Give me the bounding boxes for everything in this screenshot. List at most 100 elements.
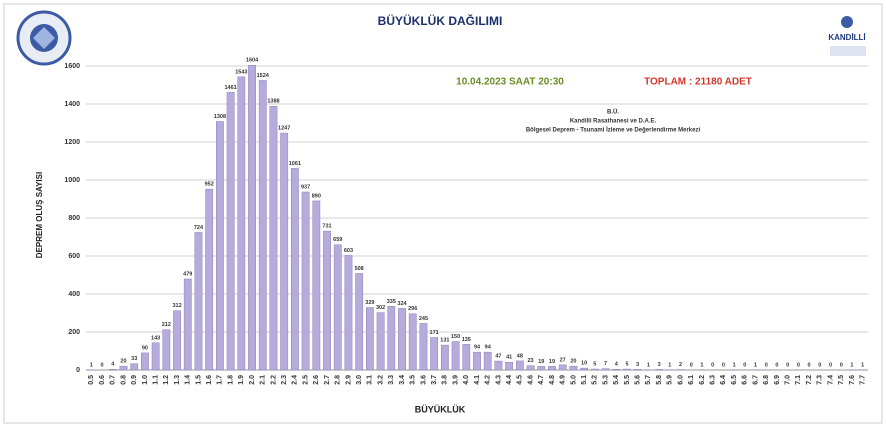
bar (226, 92, 235, 371)
data-label: 1 (861, 362, 864, 368)
data-label: 1524 (257, 73, 270, 79)
x-tick-label: 2.0 (249, 375, 256, 385)
x-tick-label: 4.0 (463, 375, 470, 385)
x-tick-label: 4.8 (549, 375, 556, 385)
bar (194, 232, 203, 371)
bar (290, 168, 299, 371)
bar (515, 360, 524, 371)
data-label: 245 (419, 316, 428, 322)
bar (376, 312, 385, 371)
x-tick-label: 1.4 (185, 375, 192, 385)
x-tick-label: 7.1 (795, 375, 802, 385)
x-tick-label: 5.7 (645, 375, 652, 385)
x-tick-label: 6.8 (763, 375, 770, 385)
data-label: 1 (733, 362, 736, 368)
x-tick-label: 1.0 (142, 375, 149, 385)
bar (151, 342, 160, 371)
x-tick-label: 3.3 (388, 375, 395, 385)
x-tick-label: 3.2 (377, 375, 384, 385)
bar (623, 368, 631, 371)
x-tick-label: 5.0 (570, 375, 577, 385)
data-label: 324 (397, 301, 407, 307)
data-label: 0 (743, 362, 746, 368)
bar (237, 76, 246, 371)
data-label: 1604 (246, 58, 259, 64)
bar (633, 369, 642, 371)
data-label: 937 (301, 184, 310, 190)
x-tick-label: 0.5 (88, 375, 95, 385)
bar (440, 344, 449, 371)
data-label: 212 (162, 322, 171, 328)
data-label: 1 (90, 362, 93, 368)
total-text: TOPLAM : 21180 ADET (644, 77, 752, 88)
x-tick-label: 1.6 (206, 375, 213, 385)
data-label: 890 (312, 193, 321, 199)
data-label: 0 (818, 362, 821, 368)
data-label: 19 (538, 359, 544, 365)
data-label: 0 (829, 362, 832, 368)
x-tick-label: 5.1 (581, 375, 588, 385)
data-label: 1247 (278, 126, 290, 132)
x-tick-label: 7.7 (859, 375, 866, 385)
bar (548, 366, 556, 371)
x-tick-label: 2.3 (281, 375, 288, 385)
bar (655, 369, 664, 371)
data-label: 135 (462, 337, 471, 343)
source-line: Kandilli Rasathanesi ve D.A.E. (570, 119, 657, 125)
x-tick-label: 6.4 (720, 375, 727, 385)
x-tick-label: 4.7 (538, 375, 545, 385)
x-tick-label: 6.3 (710, 375, 717, 385)
bar (333, 244, 342, 371)
data-label: 41 (506, 355, 512, 361)
bar (355, 273, 364, 371)
data-label: 20 (120, 359, 126, 365)
x-tick-label: 1.7 (217, 375, 224, 385)
data-label: 47 (495, 354, 501, 360)
x-tick-label: 7.3 (817, 375, 824, 385)
x-tick-label: 6.7 (752, 375, 759, 385)
data-label: 335 (387, 299, 396, 305)
x-tick-label: 5.8 (656, 375, 663, 385)
data-label: 1 (700, 362, 703, 368)
bar (537, 366, 546, 371)
x-tick-label: 6.5 (731, 375, 738, 385)
data-label: 1061 (289, 161, 301, 167)
y-tick-label: 0 (76, 367, 80, 374)
data-label: 1 (850, 362, 853, 368)
x-tick-label: 1.2 (163, 375, 170, 385)
data-label: 171 (430, 330, 439, 336)
bar (205, 188, 214, 371)
x-tick-label: 0.9 (131, 375, 138, 385)
data-label: 603 (344, 248, 353, 254)
bar (323, 230, 331, 371)
x-tick-label: 1.3 (174, 375, 181, 385)
bar (505, 361, 514, 371)
data-label: 0 (722, 362, 725, 368)
data-label: 33 (131, 356, 137, 362)
bar (398, 308, 406, 371)
x-tick-label: 7.5 (838, 375, 845, 385)
source-line: B.Ü. (607, 109, 619, 116)
right-logo (830, 16, 866, 56)
y-tick-label: 1000 (64, 177, 80, 184)
x-tick-label: 6.2 (699, 375, 706, 385)
data-label: 479 (183, 271, 192, 277)
data-label: 724 (194, 225, 204, 231)
data-label: 3 (636, 362, 639, 368)
x-tick-label: 7.2 (806, 375, 813, 385)
data-label: 4 (111, 362, 115, 368)
x-tick-label: 3.9 (452, 375, 459, 385)
bar (130, 363, 139, 371)
x-tick-label: 5.5 (624, 375, 631, 385)
data-label: 1 (754, 362, 757, 368)
data-label: 20 (570, 359, 576, 365)
y-tick-label: 800 (68, 215, 80, 222)
y-tick-label: 400 (68, 291, 80, 298)
data-label: 3 (658, 362, 661, 368)
source-line: Bölgesel Deprem - Tsunami İzleme ve Değe… (526, 127, 701, 134)
data-label: 2 (679, 362, 682, 368)
data-label: 23 (527, 358, 533, 364)
y-tick-label: 1200 (64, 139, 80, 146)
x-tick-label: 6.0 (677, 375, 684, 385)
data-label: 1543 (235, 69, 247, 75)
